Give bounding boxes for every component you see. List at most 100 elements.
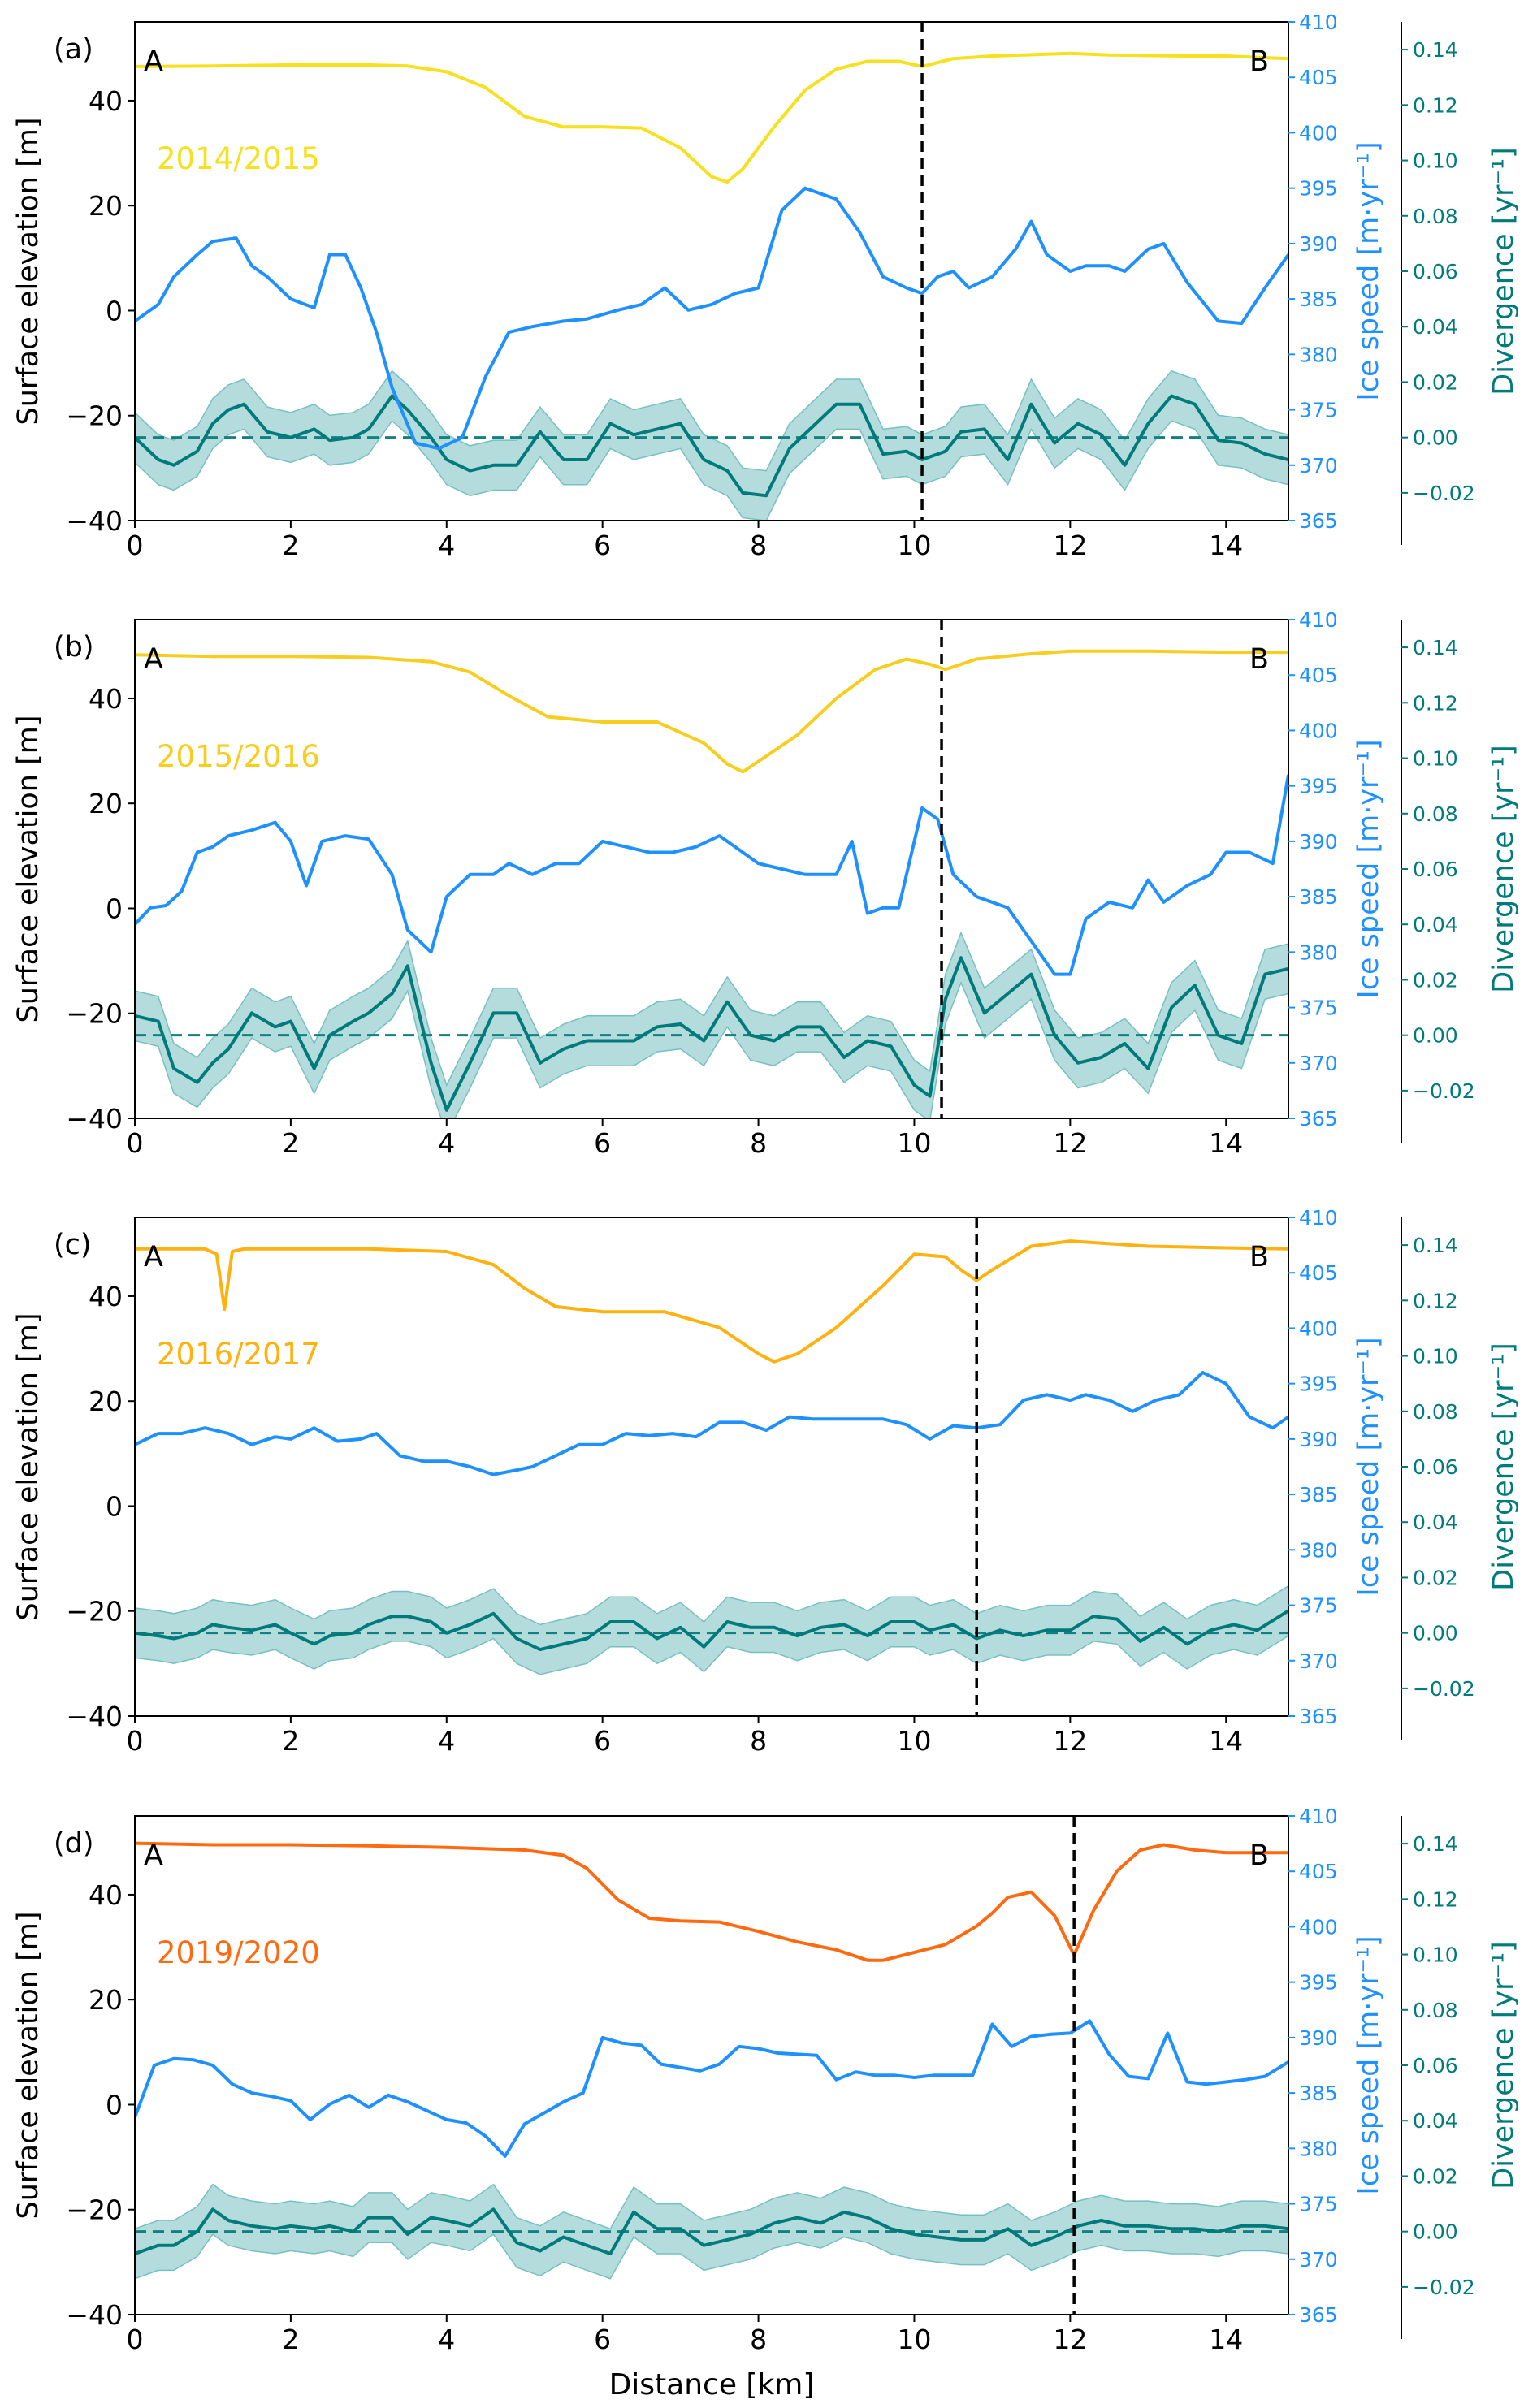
divergence-tick-label: 0.12 [1413,691,1458,715]
surface-elevation-series-line [135,1239,1288,1364]
divergence-tick-label: 0.06 [1413,260,1458,283]
elevation-axis-title: Surface elevation [m] [12,1912,45,2220]
elevation-tick-label: −40 [66,1103,123,1135]
divergence-tick-label: 0.02 [1413,370,1458,394]
speed-tick-label: 395 [1299,1373,1338,1396]
divergence-tick-label: 0.12 [1413,1887,1458,1911]
divergence-tick-label: 0.00 [1413,1024,1458,1048]
elevation-tick-label: 20 [89,788,123,819]
x-tick-label: 12 [1053,1725,1087,1757]
divergence-tick-label: 0.14 [1413,1832,1458,1856]
elevation-axis-title: Surface elevation [m] [12,715,45,1023]
x-tick-label: 2 [282,2324,299,2355]
divergence-tick-label: 0.10 [1413,747,1458,771]
profile-start-label: A [144,1241,163,1273]
elevation-tick-label: 0 [106,2089,123,2121]
speed-tick-label: 380 [1299,1538,1338,1562]
x-tick-label: 12 [1053,1127,1087,1159]
profile-end-label: B [1249,643,1269,676]
x-tick-label: 14 [1209,1725,1243,1757]
x-tick-label: 14 [1209,1127,1243,1159]
divergence-tick-label: 0.00 [1413,1622,1458,1645]
x-axis-label: Distance [km] [609,2368,815,2402]
x-tick-label: 6 [594,2324,611,2355]
elevation-tick-label: 20 [89,1984,123,2016]
divergence-series-line [135,1609,1288,1652]
speed-tick-label: 370 [1299,454,1338,478]
elevation-tick-label: 20 [89,1386,123,1417]
plot-area [135,1239,1288,1675]
x-tick-label: 10 [897,1725,931,1757]
speed-tick-label: 410 [1299,608,1338,632]
x-tick-label: 6 [594,530,611,561]
year-label: 2019/2020 [157,1935,320,1970]
elevation-tick-label: −20 [66,1596,123,1628]
panel-label: (d) [54,1827,94,1860]
speed-tick-label: 405 [1299,1261,1338,1285]
speed-tick-label: 365 [1299,509,1338,533]
divergence-tick-label: 0.04 [1413,1511,1458,1534]
speed-tick-label: 375 [1299,996,1338,1020]
plot-area [135,51,1288,521]
x-tick-label: 8 [750,530,767,561]
speed-tick-label: 395 [1299,1971,1338,1995]
speed-tick-label: 410 [1299,1805,1338,1828]
x-tick-label: 2 [282,1127,299,1159]
divergence-axis-title: Divergence [yr⁻¹] [1487,147,1520,395]
x-tick-label: 14 [1209,530,1243,561]
year-label: 2016/2017 [157,1337,320,1372]
divergence-tick-label: 0.02 [1413,1566,1458,1589]
profile-end-label: B [1249,1241,1269,1273]
divergence-axis-title: Divergence [yr⁻¹] [1487,745,1520,992]
divergence-series-line [135,2207,1288,2255]
speed-tick-label: 375 [1299,399,1338,422]
elevation-tick-label: 40 [89,1281,123,1312]
profile-end-label: B [1249,1840,1269,1872]
elevation-tick-label: −40 [66,2299,123,2331]
panel-label: (c) [54,1229,92,1261]
x-tick-label: 10 [897,1127,931,1159]
plot-area [135,1841,1288,2280]
plot-area [135,649,1288,1118]
divergence-tick-label: 0.14 [1413,38,1458,62]
speed-tick-label: 400 [1299,121,1338,145]
speed-tick-label: 375 [1299,1594,1338,1618]
speed-tick-label: 410 [1299,11,1338,34]
x-tick-label: 12 [1053,2324,1087,2355]
speed-tick-label: 405 [1299,664,1338,687]
speed-tick-label: 400 [1299,1915,1338,1939]
divergence-tick-label: 0.04 [1413,913,1458,936]
elevation-axis-title: Surface elevation [m] [12,118,45,426]
speed-axis-title: Ice speed [m·yr⁻¹] [1353,141,1385,400]
ice-speed-series-line [135,186,1288,451]
divergence-tick-label: 0.06 [1413,2054,1458,2077]
axes-frame [134,1217,1289,1717]
divergence-uncertainty-band [135,931,1288,1118]
x-tick-label: 0 [127,2324,144,2355]
x-tick-label: 10 [897,530,931,561]
panel-d: 0 2 4 6 8 10 12 14 −40 −20 0 20 40 365 370 375 380 385 390… [12,1805,1520,2355]
divergence-tick-label: 0.10 [1413,149,1458,173]
panel-label: (a) [54,33,93,66]
divergence-tick-label: 0.00 [1413,2220,1458,2244]
x-tick-label: 8 [750,1127,767,1159]
speed-tick-label: 365 [1299,2303,1338,2327]
speed-tick-label: 390 [1299,830,1338,854]
speed-axis-title: Ice speed [m·yr⁻¹] [1353,1935,1385,2194]
x-tick-label: 0 [127,1725,144,1757]
divergence-axis-title: Divergence [yr⁻¹] [1487,1342,1520,1590]
divergence-tick-label: −0.02 [1413,1677,1475,1701]
speed-tick-label: 375 [1299,2193,1338,2216]
divergence-tick-label: 0.08 [1413,1400,1458,1424]
speed-tick-label: 405 [1299,66,1338,89]
year-label: 2015/2016 [157,739,320,774]
speed-tick-label: 400 [1299,1316,1338,1340]
divergence-tick-label: 0.04 [1413,315,1458,339]
axes-frame [134,21,1289,521]
elevation-tick-label: −20 [66,2194,123,2226]
panel-c: 0 2 4 6 8 10 12 14 −40 −20 0 20 40 365 370 375 380 385 390… [12,1206,1520,1757]
divergence-axis-title: Divergence [yr⁻¹] [1487,1941,1520,2189]
x-tick-label: 4 [438,1725,455,1757]
panel-label: (b) [54,631,94,664]
